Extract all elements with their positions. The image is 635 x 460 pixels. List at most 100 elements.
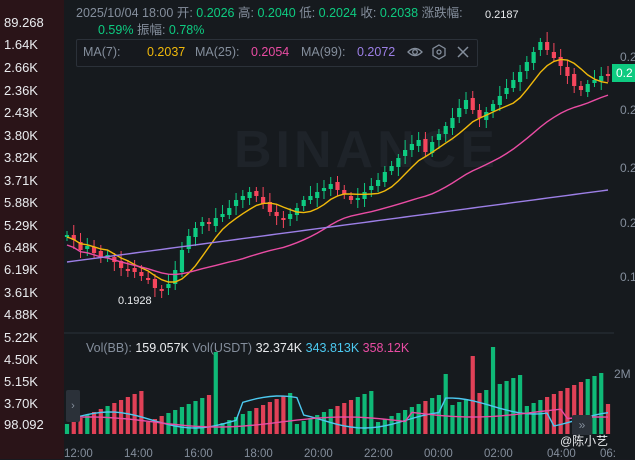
candle	[524, 62, 529, 71]
volume-bar	[409, 407, 414, 434]
volume-bar	[98, 409, 103, 434]
volume-bar	[416, 404, 421, 434]
candle	[443, 126, 448, 134]
vol-bb-value: 159.057K	[135, 341, 189, 355]
candle	[592, 80, 597, 83]
volume-bar	[531, 403, 536, 434]
right-price-axis[interactable]	[614, 0, 635, 459]
volume-bar	[436, 395, 442, 434]
volume-bar	[213, 352, 218, 434]
candle	[91, 247, 97, 253]
left-axis-label: 2.66K	[4, 60, 38, 75]
volume-bar	[362, 394, 367, 434]
chart-plot-area[interactable]: BINANCE	[64, 0, 614, 459]
volume-bar	[64, 424, 70, 434]
left-axis-label: 5.22K	[4, 330, 38, 345]
x-axis-tick: 02:00	[484, 448, 513, 460]
volume-bar	[443, 374, 448, 434]
candle	[193, 228, 198, 237]
volume-bar	[152, 419, 158, 434]
volume-bar	[220, 423, 225, 434]
close-icon[interactable]	[455, 44, 471, 60]
volume-bar	[288, 393, 293, 434]
candle	[362, 192, 367, 199]
candle	[98, 251, 103, 258]
ohlc-line-2: 0.59% 振幅: 0.78%	[98, 19, 204, 38]
candle	[173, 270, 178, 284]
candle	[531, 52, 536, 63]
candle	[206, 222, 212, 224]
candle	[186, 236, 191, 249]
left-axis-label: 89.268	[4, 15, 44, 30]
volume-bar	[545, 397, 550, 434]
open-value: 0.2026	[196, 6, 235, 20]
current-price-tag: 0.2	[612, 64, 635, 82]
candle	[288, 214, 293, 219]
ma99-label: MA(99):	[301, 45, 346, 59]
amplitude-value: 0.78%	[168, 23, 205, 37]
scroll-to-latest-button[interactable]: »	[572, 415, 592, 435]
right-tick: 0.2	[620, 103, 635, 117]
candle	[389, 166, 394, 171]
volume-bar	[146, 422, 151, 434]
close-label: 收:	[360, 6, 377, 20]
candle	[538, 42, 543, 50]
settings-hexagon-icon[interactable]	[431, 44, 447, 60]
candle	[578, 86, 584, 90]
left-axis-label: 3.82K	[4, 150, 38, 165]
candle	[511, 80, 516, 88]
candle	[517, 72, 523, 82]
volume-bar	[572, 385, 577, 434]
volume-bar	[565, 388, 570, 434]
candle	[504, 88, 509, 94]
right-tick: 0.2	[620, 161, 635, 175]
expand-chevron-button[interactable]: ›	[66, 390, 80, 422]
vol-ma1-value: 343.813K	[305, 341, 360, 355]
candle	[166, 284, 171, 288]
candle	[220, 214, 225, 217]
volume-bar	[173, 410, 178, 434]
left-axis-label: 3.71K	[4, 173, 38, 188]
candle	[146, 278, 151, 280]
vol-ma2-value: 358.12K	[362, 341, 410, 355]
low-annotation: 0.1928	[118, 295, 152, 307]
candle	[558, 57, 563, 66]
candle	[139, 272, 144, 276]
candle	[315, 192, 320, 198]
volume-bar	[369, 391, 374, 434]
left-axis-label: 98.092	[4, 417, 44, 432]
volume-bar	[321, 412, 327, 434]
eye-icon[interactable]	[407, 44, 423, 60]
volume-bar	[281, 396, 286, 434]
candle	[254, 191, 259, 196]
candle	[267, 202, 272, 212]
ma25-label: MA(25):	[195, 45, 240, 59]
candle	[240, 196, 245, 200]
ma-legend[interactable]: MA(7): 0.2037 MA(25): 0.2054 MA(99): 0.2…	[76, 39, 478, 67]
volume-bar	[91, 412, 97, 434]
volume-bar	[470, 356, 475, 434]
volume-bar	[78, 418, 83, 434]
volume-bar	[233, 417, 239, 434]
candle	[119, 261, 124, 268]
candle	[179, 250, 185, 272]
volume-bar	[261, 405, 266, 434]
volume-bar	[457, 402, 462, 434]
volume-bar	[132, 394, 137, 434]
x-axis-tick: 16:00	[184, 448, 213, 460]
volume-bar	[605, 404, 611, 434]
left-axis-label: 3.61K	[4, 285, 38, 300]
volume-bar	[294, 424, 300, 434]
volume-bar	[423, 401, 428, 434]
ohlc-line-1: 2025/10/04 18:00 开: 0.2026 高: 0.2040 低: …	[76, 2, 463, 21]
volume-bar	[538, 400, 543, 434]
volume-bar	[125, 397, 130, 434]
volume-bar	[375, 422, 381, 434]
candle	[463, 100, 469, 109]
volume-bar	[396, 413, 401, 434]
ohlc-date: 2025/10/04 18:00	[76, 6, 174, 20]
left-axis-label: 3.70K	[4, 396, 38, 411]
volume-bar	[274, 399, 279, 434]
x-axis-tick: 00:00	[424, 448, 453, 460]
